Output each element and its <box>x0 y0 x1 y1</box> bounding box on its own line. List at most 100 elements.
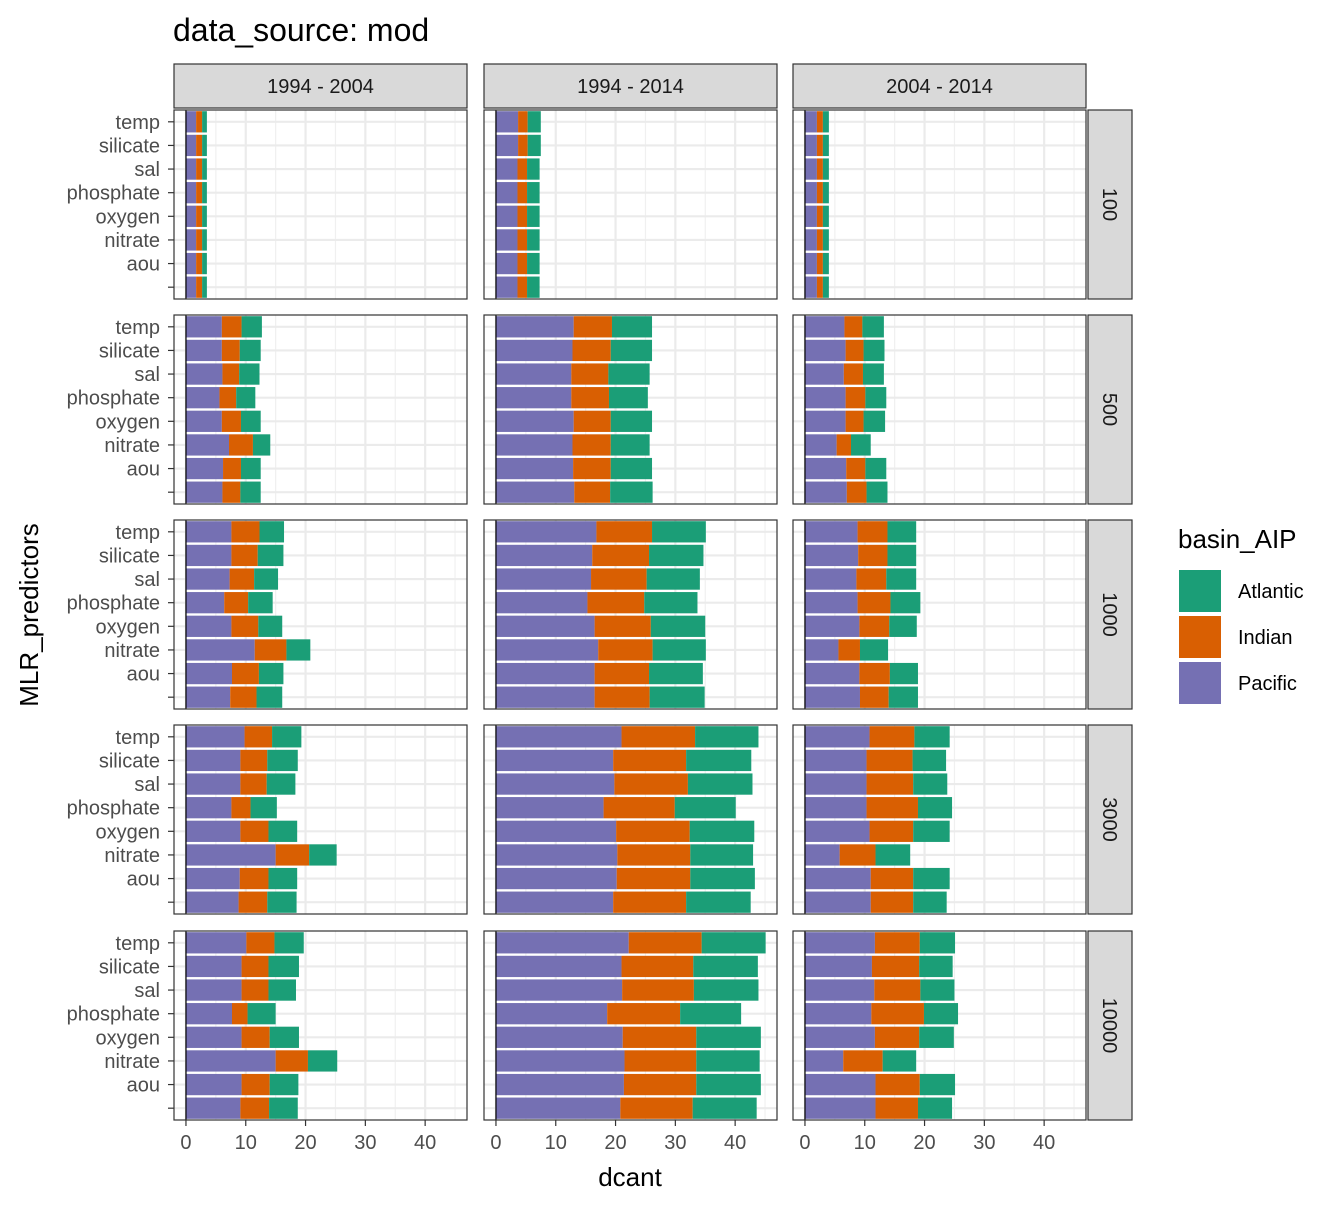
bar-segment-atlantic <box>917 797 953 819</box>
bar-segment-pacific <box>185 387 220 409</box>
bar-segment-indian <box>239 867 269 890</box>
bar-segment-atlantic <box>822 205 829 227</box>
bar-segment-pacific <box>804 979 875 1001</box>
bar-segment-atlantic <box>650 615 706 637</box>
x-tick-label: 40 <box>1033 1132 1055 1154</box>
bar-segment-pacific <box>495 457 574 480</box>
x-axis-title: dcant <box>598 1162 662 1192</box>
bar-segment-atlantic <box>887 544 917 567</box>
bar-segment-atlantic <box>254 568 279 590</box>
bar-segment-pacific <box>804 639 839 661</box>
bar-segment-pacific <box>495 662 595 685</box>
panel-1994 - 2014-1000 <box>483 519 778 710</box>
bar-segment-atlantic <box>919 932 956 954</box>
bar-segment-indian <box>866 773 914 795</box>
y-tick-label: phosphate <box>67 183 160 205</box>
bar-segment-indian <box>240 820 269 842</box>
panel-border <box>483 724 778 915</box>
y-axis-labels: tempsilicatesalphosphateoxygennitrateaou… <box>67 112 174 1109</box>
bar-segment-indian <box>816 276 823 298</box>
x-tick-label: 20 <box>294 1132 316 1154</box>
y-tick-label: temp <box>116 727 160 749</box>
bar-segment-indian <box>238 891 268 913</box>
bar-segment-indian <box>614 773 688 795</box>
bar-segment-pacific <box>185 363 223 385</box>
bar-segment-pacific <box>804 1097 876 1119</box>
panel-2004 - 2014-3000 <box>792 724 1087 915</box>
bar-segment-pacific <box>804 932 875 954</box>
bar-segment-pacific <box>495 568 592 590</box>
bar-segment-indian <box>846 481 867 503</box>
bar-segment-indian <box>196 134 203 157</box>
bar-segment-pacific <box>495 1050 625 1072</box>
x-tick-label: 40 <box>724 1132 746 1154</box>
column-strip-1 <box>483 63 778 109</box>
y-tick-label: sal <box>134 364 160 386</box>
y-tick-label: sal <box>134 980 160 1002</box>
panel-border <box>483 314 778 505</box>
bar-segment-atlantic <box>239 363 260 385</box>
row-strip-2 <box>1087 519 1133 710</box>
row-strip-4 <box>1087 930 1133 1121</box>
panel-1994 - 2004-100 <box>173 109 468 300</box>
bar-segment-indian <box>816 252 823 275</box>
bar-segment-atlantic <box>862 316 884 338</box>
bar-segment-pacific <box>804 1003 872 1025</box>
bar-segment-indian <box>869 726 915 748</box>
row-strip-0 <box>1087 109 1133 300</box>
y-tick-label: silicate <box>99 135 160 157</box>
bar-segment-indian <box>196 229 203 251</box>
bar-segment-indian <box>219 387 237 409</box>
bar-segment-atlantic <box>913 820 950 842</box>
bar-segment-indian <box>229 568 255 590</box>
bar-segment-atlantic <box>527 252 540 275</box>
bar-segment-atlantic <box>610 434 650 456</box>
bar-segment-pacific <box>495 1097 621 1119</box>
y-tick-label: silicate <box>99 545 160 567</box>
bar-segment-indian <box>844 316 863 338</box>
bar-segment-pacific <box>185 615 232 637</box>
bar-segment-atlantic <box>527 276 540 298</box>
bar-segment-pacific <box>185 339 222 362</box>
column-strip-2 <box>792 63 1087 109</box>
bar-segment-atlantic <box>307 1050 338 1072</box>
chart-title: data_source: mod <box>173 12 429 48</box>
bar-segment-atlantic <box>862 363 884 385</box>
bar-segment-indian <box>196 182 203 204</box>
bar-segment-indian <box>871 955 920 978</box>
bar-segment-pacific <box>185 182 197 204</box>
bar-segment-pacific <box>185 158 197 180</box>
bar-segment-pacific <box>804 820 870 842</box>
bar-segment-atlantic <box>258 662 284 685</box>
bar-segment-indian <box>196 205 203 227</box>
column-strip-label: 1994 - 2014 <box>577 76 684 98</box>
bar-segment-indian <box>845 339 864 362</box>
bar-segment-atlantic <box>875 844 911 866</box>
bar-segment-indian <box>246 932 275 954</box>
bar-segment-pacific <box>185 276 197 298</box>
panel-1994 - 2014-3000 <box>483 724 778 915</box>
bar-segment-atlantic <box>652 639 706 661</box>
row-strip-1 <box>1087 314 1133 505</box>
y-tick-label: nitrate <box>104 435 160 457</box>
panel-border <box>483 930 778 1121</box>
bar-segment-indian <box>240 749 268 772</box>
bar-segment-indian <box>231 797 251 819</box>
bar-segment-pacific <box>185 1026 242 1048</box>
bar-segment-pacific <box>185 434 230 456</box>
bar-segment-pacific <box>804 544 859 567</box>
bar-segment-atlantic <box>686 891 751 913</box>
bar-segment-pacific <box>804 1050 844 1072</box>
bar-segment-atlantic <box>202 158 207 180</box>
column-strip-label: 1994 - 2004 <box>267 76 374 98</box>
bar-segment-pacific <box>185 410 222 432</box>
bar-segment-atlantic <box>866 481 888 503</box>
bar-segment-atlantic <box>649 544 704 567</box>
bar-segment-pacific <box>804 662 860 685</box>
bar-segment-pacific <box>804 205 817 227</box>
x-tick-label: 10 <box>545 1132 567 1154</box>
panel-border <box>792 314 1087 505</box>
panel-border <box>792 724 1087 915</box>
bar-segment-pacific <box>185 521 232 543</box>
